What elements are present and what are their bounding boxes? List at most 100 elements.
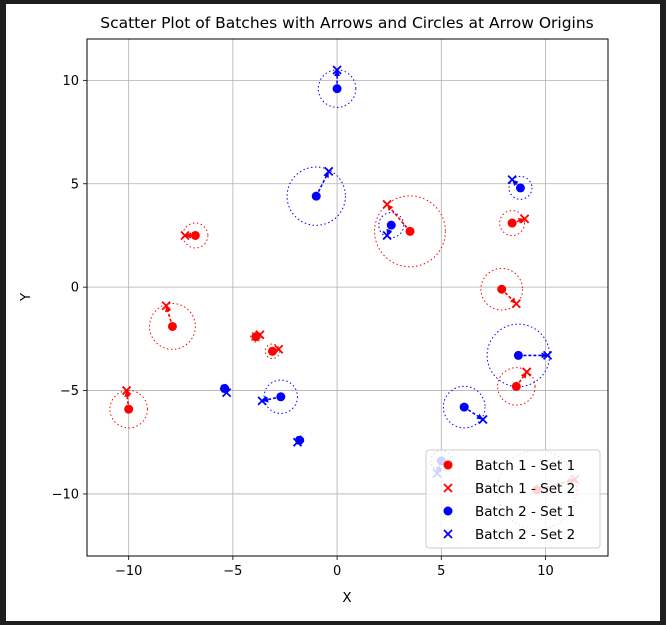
arrow-head — [124, 390, 131, 397]
series-2-point — [382, 199, 392, 210]
arrow — [518, 352, 548, 359]
series-4-point — [478, 414, 488, 425]
plot-frame — [86, 38, 609, 557]
series-3-point — [459, 402, 469, 412]
series-4-point — [507, 174, 517, 185]
arrow-origin-circle — [480, 267, 524, 311]
arrow-head — [334, 70, 341, 77]
x-tick-label: 0 — [333, 564, 341, 579]
x-stroke — [180, 230, 190, 241]
y-tick-label: 0 — [71, 281, 79, 296]
legend-marker-4 — [443, 529, 453, 539]
series-1-point — [267, 346, 277, 356]
axis-ticks: −10 −5 0 5 10 −10 −5 0 5 10 — [52, 74, 554, 579]
arrow — [334, 70, 341, 89]
x-stroke — [274, 344, 284, 354]
x-stroke — [443, 483, 453, 493]
x-tick-label: −5 — [223, 564, 242, 579]
series-1-point — [167, 321, 177, 331]
series-3-point — [386, 220, 396, 230]
y-tick-label: 5 — [71, 177, 79, 192]
legend-marker-2 — [443, 483, 453, 493]
y-tick-label: −5 — [60, 384, 79, 399]
x-stroke — [221, 387, 232, 398]
series-2-point — [511, 299, 521, 309]
legend-label-3: Batch 2 - Set 1 — [475, 504, 575, 520]
series-4-point — [332, 65, 342, 75]
legend-label-1: Batch 1 - Set 1 — [475, 458, 575, 474]
x-stroke — [507, 174, 517, 185]
arrow-shaft — [463, 406, 484, 421]
x-stroke — [292, 437, 303, 447]
arrow-origin-circle — [109, 389, 148, 429]
series-3-point — [311, 191, 321, 201]
arrow-origin-circle — [286, 166, 346, 226]
x-stroke — [257, 396, 267, 406]
x-stroke — [382, 230, 392, 241]
series-4-point — [221, 387, 232, 398]
arrow-origin-circle — [149, 303, 196, 350]
arrow-head — [541, 352, 548, 359]
x-stroke — [542, 350, 553, 361]
x-stroke — [522, 367, 532, 377]
series-1-point — [405, 226, 415, 236]
arrow-shaft — [386, 203, 411, 232]
arrow-origin-circle — [317, 69, 357, 108]
series-3-point — [332, 84, 342, 94]
x-stroke — [443, 529, 453, 539]
x-stroke — [161, 301, 171, 311]
x-tick-label: 5 — [437, 564, 445, 579]
y-tick-label: 10 — [62, 74, 79, 89]
arrow-origin-circle — [378, 212, 405, 239]
series-4-point — [382, 230, 392, 241]
series-3-point — [220, 383, 230, 393]
arrow-head — [184, 232, 191, 239]
series-1-point — [124, 404, 134, 414]
arrow-origin-circle — [182, 222, 209, 249]
legend: Batch 1 - Set 1 Batch 1 - Set 2 Batch 2 - … — [425, 449, 601, 549]
chart-title: Scatter Plot of Batches with Arrows and … — [100, 14, 594, 32]
series-1-point — [497, 284, 507, 294]
series-2-point — [255, 330, 265, 340]
legend-marker-3 — [443, 506, 453, 516]
series-4-point — [542, 350, 553, 361]
x-stroke — [255, 330, 265, 340]
series-4-point — [324, 166, 334, 176]
x-stroke — [332, 65, 342, 75]
arrow-head — [165, 305, 171, 313]
legend-marker-1 — [443, 460, 453, 470]
series-2-point — [274, 344, 284, 354]
x-stroke — [478, 414, 488, 425]
x-stroke — [121, 385, 132, 396]
series-2-point — [161, 301, 171, 311]
x-stroke — [382, 199, 392, 210]
arrow-origin-circle — [374, 195, 446, 268]
series-2-point — [520, 214, 530, 224]
arrow-origin-circle — [499, 210, 526, 237]
legend-label-4: Batch 2 - Set 2 — [475, 527, 575, 543]
x-tick-label: −10 — [115, 564, 142, 579]
series-4-point — [257, 396, 267, 406]
grid — [87, 39, 608, 556]
legend-box — [425, 449, 601, 549]
arrow-origin-circle — [442, 385, 486, 429]
series-2-point — [180, 230, 190, 241]
arrow-origin-circle — [263, 379, 298, 414]
arrow-shaft — [165, 305, 174, 327]
series-1-point — [251, 332, 261, 342]
arrow-origin-circle — [508, 175, 533, 200]
legend-label-2: Batch 1 - Set 2 — [475, 481, 575, 497]
scatter-chart: Scatter Plot of Batches with Arrows and … — [18, 14, 609, 606]
series-3-point — [276, 392, 286, 402]
series-2-point — [522, 367, 532, 377]
x-tick-label: 10 — [537, 564, 554, 579]
chart-figure: Scatter Plot of Batches with Arrows and … — [6, 4, 660, 621]
series-3-point — [515, 183, 525, 193]
arrow-head — [262, 396, 269, 403]
y-axis-label: Y — [18, 292, 34, 302]
series-3-point — [513, 350, 523, 360]
x-stroke — [511, 299, 521, 309]
series-1-point — [511, 381, 521, 391]
series-1-point — [190, 230, 200, 240]
series-4-point — [292, 437, 303, 447]
